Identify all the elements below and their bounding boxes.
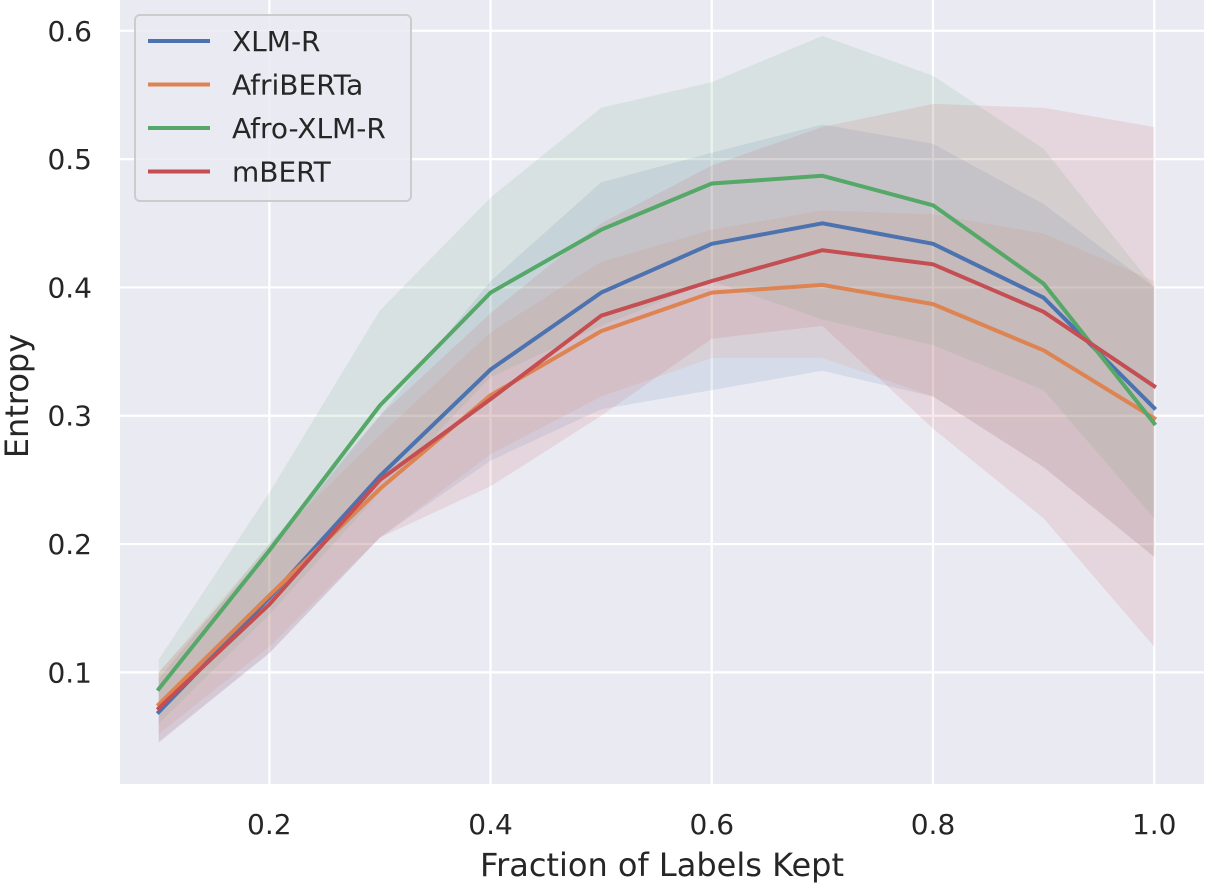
x-tick-label: 0.8	[911, 808, 956, 841]
confidence-band	[158, 210, 1155, 734]
y-tick-label: 0.1	[47, 656, 92, 689]
legend: XLM-R AfriBERTa Afro-XLM-R mBERT	[134, 14, 412, 202]
y-tick-label: 0.6	[47, 15, 92, 48]
x-tick-label: 0.4	[468, 808, 513, 841]
legend-box	[134, 14, 412, 202]
y-axis-title: Entropy	[0, 334, 36, 458]
series-line	[155, 221, 1158, 715]
y-tick-label: 0.2	[47, 528, 92, 561]
x-tick-label: 0.6	[690, 808, 735, 841]
series-line	[155, 173, 1158, 692]
y-tick-label: 0.3	[47, 400, 92, 433]
series-line	[155, 248, 1157, 712]
confidence-band	[158, 124, 1155, 742]
y-tick-label: 0.5	[47, 143, 92, 176]
legend-label: Afro-XLM-R	[232, 112, 386, 145]
y-tick-label: 0.4	[47, 271, 92, 304]
grid-lines	[120, 0, 1204, 784]
confidence-band	[158, 103, 1155, 743]
x-tick-label: 1.0	[1132, 808, 1177, 841]
y-axis-ticks: 0.1 0.2 0.3 0.4 0.5 0.6	[47, 15, 92, 690]
confidence-bands	[158, 35, 1155, 743]
x-tick-label: 0.2	[247, 808, 292, 841]
confidence-band	[158, 35, 1155, 724]
series-lines	[155, 173, 1158, 715]
legend-label: AfriBERTa	[232, 69, 363, 102]
x-axis-title: Fraction of Labels Kept	[480, 846, 844, 884]
legend-label: XLM-R	[232, 25, 321, 58]
legend-label: mBERT	[232, 156, 332, 189]
x-axis-ticks: 0.2 0.4 0.6 0.8 1.0	[247, 808, 1176, 841]
